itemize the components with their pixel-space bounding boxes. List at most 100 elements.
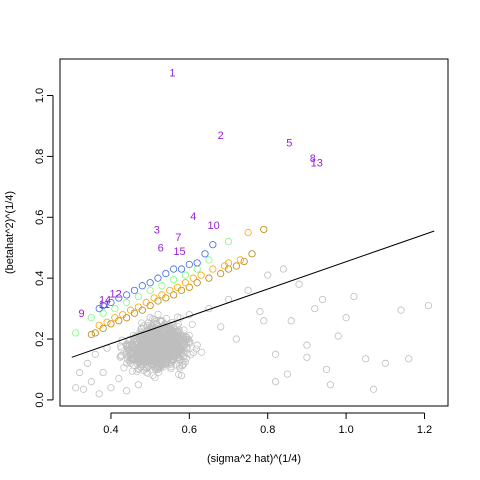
data-point bbox=[193, 341, 201, 349]
data-point bbox=[154, 365, 162, 374]
data-point bbox=[126, 306, 135, 314]
data-point bbox=[256, 308, 264, 316]
cloud-point bbox=[158, 330, 166, 338]
cloud-point bbox=[165, 340, 173, 348]
data-point bbox=[119, 311, 127, 319]
data-point bbox=[205, 256, 213, 264]
y-axis-label: (betahat^2)^(1/4) bbox=[4, 191, 16, 274]
cloud-point bbox=[149, 371, 157, 380]
data-point bbox=[205, 274, 213, 282]
data-point bbox=[189, 274, 197, 282]
data-point bbox=[322, 365, 331, 374]
cloud-point bbox=[187, 351, 195, 359]
data-point bbox=[111, 314, 119, 322]
y-tick-label: 0.2 bbox=[34, 331, 46, 346]
data-point bbox=[334, 332, 342, 340]
cloud-point bbox=[175, 347, 183, 355]
data-point bbox=[224, 238, 233, 246]
data-point bbox=[185, 283, 193, 291]
data-point bbox=[107, 298, 115, 307]
y-tick-label: 0.4 bbox=[34, 271, 46, 286]
data-point bbox=[123, 291, 131, 299]
fit-line-layer bbox=[71, 230, 435, 358]
cloud-point bbox=[155, 364, 163, 372]
point-label: 12 bbox=[110, 288, 122, 300]
cloud-point bbox=[151, 350, 159, 359]
data-point bbox=[424, 301, 433, 310]
data-point bbox=[87, 314, 95, 322]
data-point bbox=[350, 292, 358, 301]
cloud-point bbox=[156, 317, 164, 325]
data-point bbox=[150, 294, 158, 302]
x-tick-label: 0.4 bbox=[103, 424, 118, 436]
cloud-point bbox=[125, 341, 133, 349]
cloud-point bbox=[166, 351, 174, 359]
cloud-point bbox=[142, 333, 151, 341]
data-point bbox=[75, 368, 84, 377]
data-point bbox=[146, 350, 154, 358]
data-point bbox=[217, 269, 225, 278]
data-point bbox=[154, 274, 162, 282]
cloud-point bbox=[150, 333, 158, 341]
data-point bbox=[95, 321, 103, 329]
point-label: 14 bbox=[99, 294, 111, 306]
cloud-point bbox=[163, 344, 171, 352]
x-tick-label: 0.6 bbox=[182, 424, 197, 436]
data-point bbox=[181, 271, 190, 279]
cloud-point bbox=[151, 334, 159, 342]
cloud-point bbox=[138, 319, 146, 327]
data-point bbox=[193, 279, 201, 287]
data-point bbox=[87, 378, 95, 386]
x-tick-label: 1.0 bbox=[338, 424, 353, 436]
y-tick-label: 0.0 bbox=[34, 392, 46, 407]
data-point bbox=[99, 368, 107, 377]
point-label: 2 bbox=[218, 130, 224, 142]
cloud-point bbox=[132, 349, 140, 358]
cloud-point bbox=[142, 340, 150, 348]
data-point bbox=[264, 271, 272, 279]
data-point bbox=[170, 265, 178, 273]
data-point bbox=[248, 250, 256, 258]
data-point bbox=[79, 385, 88, 393]
cloud-point bbox=[146, 314, 154, 322]
data-point bbox=[397, 306, 405, 314]
cloud-point bbox=[117, 344, 125, 352]
point-label: 6 bbox=[158, 243, 164, 255]
data-point bbox=[197, 271, 205, 279]
cloud-point bbox=[156, 348, 164, 356]
point-label: 8 bbox=[310, 153, 316, 165]
data-point bbox=[283, 370, 291, 378]
point-label: 5 bbox=[286, 138, 292, 150]
data-point bbox=[123, 387, 131, 395]
data-point bbox=[244, 286, 252, 294]
x-tick-label: 1.2 bbox=[417, 424, 432, 436]
y-tick-label: 1.0 bbox=[34, 88, 46, 103]
data-point bbox=[170, 291, 178, 299]
data-point bbox=[201, 250, 209, 258]
data-point bbox=[185, 260, 193, 269]
point-label: 3 bbox=[154, 224, 160, 236]
y-tick-label: 0.8 bbox=[34, 149, 46, 164]
point-label: 9 bbox=[78, 308, 84, 320]
data-point bbox=[134, 303, 142, 311]
plot-frame bbox=[59, 58, 449, 407]
data-point bbox=[177, 265, 186, 273]
data-point bbox=[166, 286, 174, 294]
cloud-point bbox=[158, 317, 166, 325]
cloud-point bbox=[176, 346, 184, 354]
data-point bbox=[170, 276, 178, 284]
data-point bbox=[193, 259, 201, 267]
data-point bbox=[115, 375, 123, 383]
data-point bbox=[405, 355, 413, 363]
data-point bbox=[146, 279, 154, 287]
data-point bbox=[217, 323, 225, 331]
cloud-point bbox=[154, 310, 162, 318]
cloud-point bbox=[116, 353, 124, 361]
data-point bbox=[91, 350, 99, 358]
cloud-point bbox=[118, 351, 126, 359]
data-point bbox=[173, 283, 182, 291]
cloud-point bbox=[133, 368, 141, 376]
cloud-point bbox=[149, 325, 157, 333]
cloud-point bbox=[151, 343, 160, 351]
